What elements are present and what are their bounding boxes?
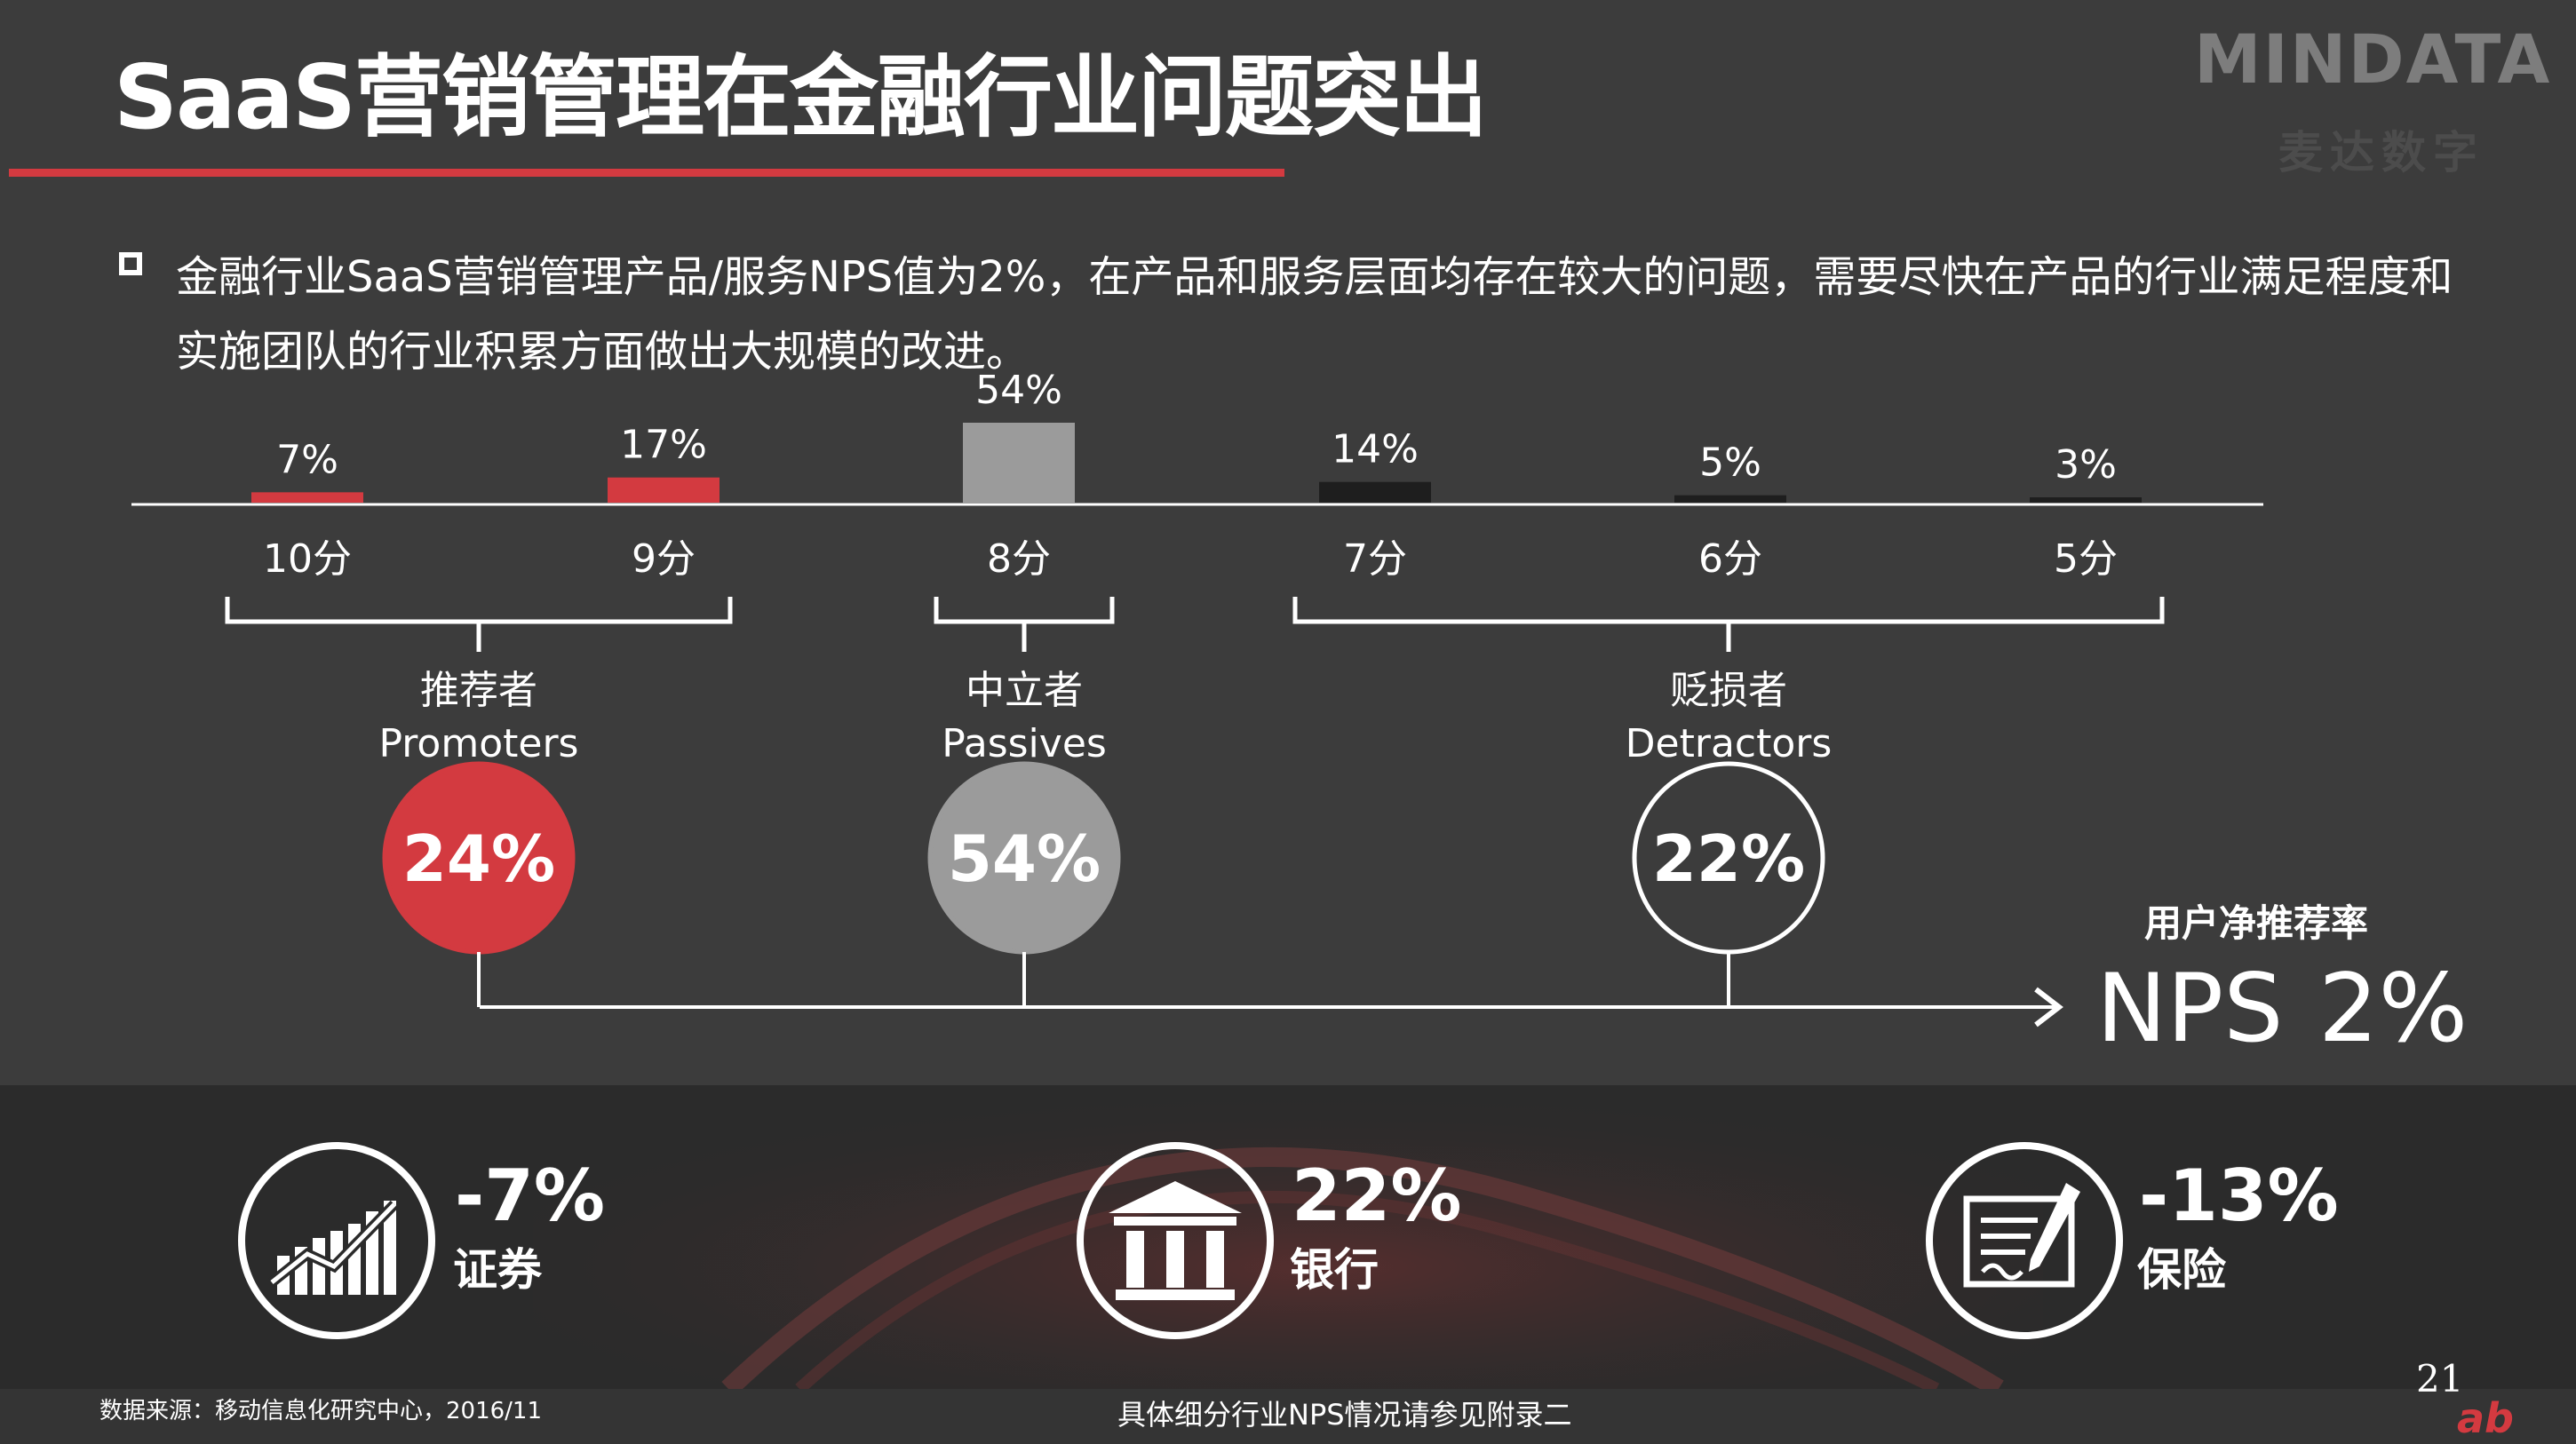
category-label-0: 10分 <box>263 536 352 582</box>
bank-nps-value: 22% <box>1292 1154 1462 1237</box>
group-value-1: 54% <box>948 821 1101 896</box>
nps-label: NPS <box>2096 954 2284 1063</box>
group-name-1: 中立者 <box>966 668 1083 713</box>
group-value-0: 24% <box>402 821 555 896</box>
group-name-en-0: Promoters <box>379 721 579 766</box>
bars-layer: 7% 10分 17% 9分 54% 8分 14% 7分 5% 6分 3% 5分 <box>251 368 2142 582</box>
bar-value-label-4: 5% <box>1699 440 1761 486</box>
nps-arrow-head-icon <box>2034 987 2063 1027</box>
title-underline <box>9 169 1284 177</box>
group-name-en-2: Detractors <box>1626 721 1833 766</box>
insurance-nps-value: -13% <box>2139 1154 2339 1237</box>
logo-wordmark: MINDATA <box>2194 20 2552 99</box>
insurance-contract-pen-icon <box>1926 1142 2123 1339</box>
nps-summary: 用户净推荐率 NPS 2% <box>2096 901 2468 1063</box>
corner-logo-mark: ab <box>2457 1394 2514 1442</box>
insurance-label: 保险 <box>2137 1244 2226 1296</box>
summary-text: 金融行业SaaS营销管理产品/服务NPS值为2%，在产品和服务层面均存在较大的问… <box>176 252 2453 377</box>
securities-label: 证券 <box>453 1244 542 1296</box>
category-label-4: 6分 <box>1698 536 1762 582</box>
category-label-5: 5分 <box>2054 536 2118 582</box>
logo-subtitle: 麦达数字 <box>2278 127 2485 179</box>
data-source-note: 数据来源：移动信息化研究中心，2016/11 <box>99 1398 543 1424</box>
groups-layer: 推荐者 Promoters 24% 中立者 Passives 54% 贬损者 Detracto… <box>225 597 2165 1027</box>
group-brace-1 <box>934 597 1115 652</box>
page-number: 21 <box>2416 1357 2464 1400</box>
bar-value-label-0: 7% <box>276 437 338 482</box>
bar-1 <box>608 477 720 503</box>
bar-value-label-1: 17% <box>620 423 707 468</box>
summary-bullet: 金融行业SaaS营销管理产品/服务NPS值为2%，在产品和服务层面均存在较大的问… <box>119 240 2482 389</box>
bar-value-label-2: 54% <box>975 368 1062 413</box>
bullet-square-icon <box>119 252 142 275</box>
bar-3 <box>1319 481 1431 503</box>
industry-band <box>0 1085 2576 1389</box>
category-label-2: 8分 <box>987 536 1051 582</box>
footer-band <box>0 1389 2576 1444</box>
group-value-2: 22% <box>1652 821 1805 896</box>
group-name-0: 推荐者 <box>420 668 537 713</box>
bank-icon <box>1077 1142 1274 1339</box>
securities-nps-value: -7% <box>455 1154 606 1237</box>
group-brace-0 <box>225 597 733 652</box>
group-name-2: 贬损者 <box>1670 668 1787 713</box>
group-name-en-1: Passives <box>942 721 1107 766</box>
bar-value-label-5: 3% <box>2055 442 2117 488</box>
bar-0 <box>251 492 363 503</box>
bar-5 <box>2030 497 2142 503</box>
slide-title: SaaS营销管理在金融行业问题突出 <box>114 45 1488 149</box>
appendix-note: 具体细分行业NPS情况请参见附录二 <box>1117 1398 1572 1432</box>
bar-2 <box>963 423 1075 503</box>
securities-stock-chart-icon <box>238 1142 435 1339</box>
bar-value-label-3: 14% <box>1332 427 1419 472</box>
nps-caption: 用户净推荐率 <box>2144 901 2368 945</box>
bank-label: 银行 <box>1290 1244 1379 1296</box>
brand-logo: MINDATA 麦达数字 <box>2194 20 2558 179</box>
nps-value: 2% <box>2318 954 2468 1063</box>
group-brace-2 <box>1292 597 2165 652</box>
bar-4 <box>1674 495 1786 503</box>
category-label-1: 9分 <box>632 536 696 582</box>
bridge-background <box>533 1085 2043 1389</box>
category-label-3: 7分 <box>1343 536 1407 582</box>
